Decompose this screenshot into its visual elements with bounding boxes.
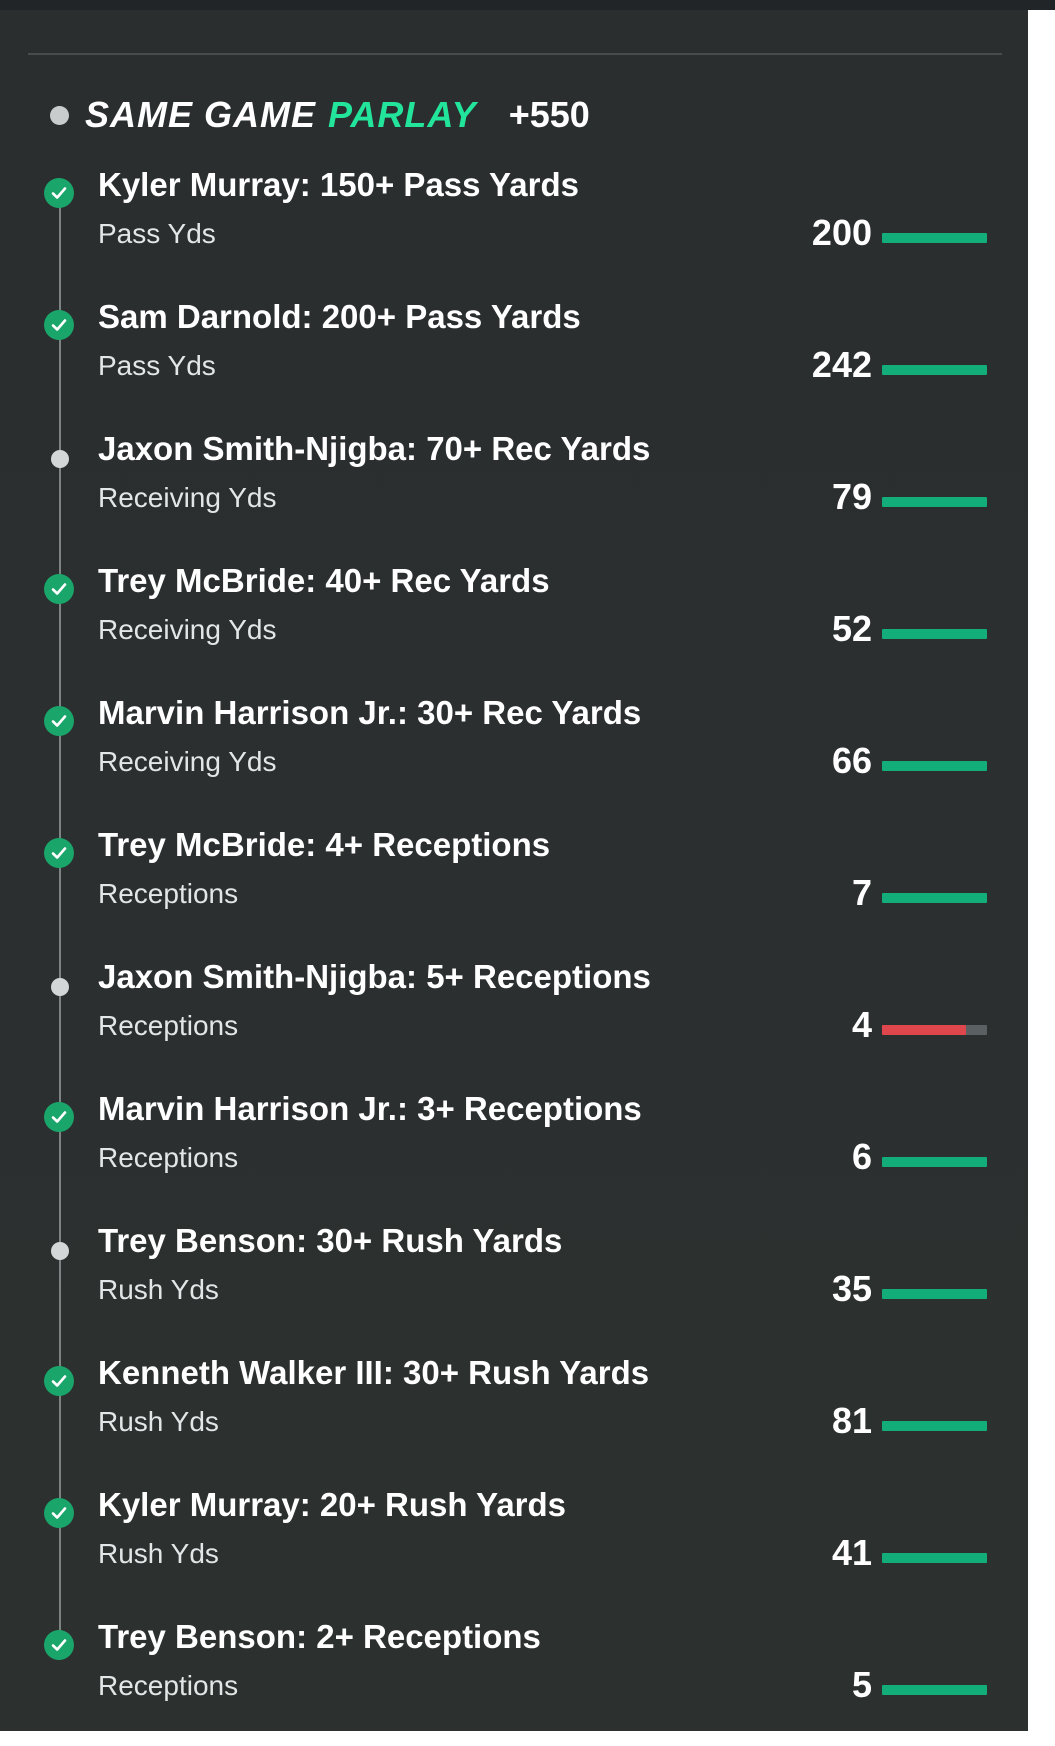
leg-stat-label: Receptions (98, 878, 239, 909)
leg-stat-label: Receiving Yds (98, 482, 277, 513)
parlay-card: SAME GAME PARLAY +550 Kyler Murray: 150+… (0, 10, 1028, 1731)
parlay-odds: +550 (508, 94, 590, 135)
progress-bar-fill (882, 365, 987, 375)
leg-current-value: 41 (831, 1532, 872, 1573)
timeline-line (59, 192, 61, 1647)
progress-bar-fill (882, 497, 987, 507)
progress-bar-fill (882, 233, 987, 243)
progress-bar-fill (882, 761, 987, 771)
leg-item[interactable]: Trey McBride: 40+ Rec Yards Receiving Yds… (0, 558, 1028, 690)
leg-current-value: 200 (811, 212, 872, 253)
divider (28, 53, 1002, 55)
progress-bar (882, 1289, 987, 1299)
progress-bar-fill (882, 1025, 966, 1035)
progress-bar (882, 761, 987, 771)
pending-dot-icon (51, 1242, 69, 1260)
leg-item[interactable]: Trey McBride: 4+ Receptions Receptions 7 (0, 822, 1028, 954)
check-circle-icon (44, 1498, 74, 1528)
parlay-title-parlay: PARLAY (328, 94, 477, 135)
leg-item[interactable]: Kyler Murray: 20+ Rush Yards Rush Yds 41 (0, 1482, 1028, 1614)
pending-dot-icon (51, 450, 69, 468)
progress-bar (882, 893, 987, 903)
leg-stat-label: Pass Yds (98, 218, 216, 249)
progress-bar-fill (882, 893, 987, 903)
leg-item[interactable]: Kenneth Walker III: 30+ Rush Yards Rush Y… (0, 1350, 1028, 1482)
parlay-header: SAME GAME PARLAY +550 (50, 90, 590, 140)
top-strip (0, 0, 1055, 10)
leg-stat-label: Pass Yds (98, 350, 216, 381)
leg-title: Trey McBride: 40+ Rec Yards (98, 562, 550, 599)
pending-dot-icon (51, 978, 69, 996)
leg-item[interactable]: Trey Benson: 2+ Receptions Receptions 5 (0, 1614, 1028, 1746)
progress-bar (882, 1421, 987, 1431)
progress-bar (882, 233, 987, 243)
leg-title: Marvin Harrison Jr.: 30+ Rec Yards (98, 694, 642, 731)
leg-title: Sam Darnold: 200+ Pass Yards (98, 298, 581, 335)
parlay-title-same-game: SAME GAME (85, 94, 317, 135)
leg-item[interactable]: Jaxon Smith-Njigba: 70+ Rec Yards Receivi… (0, 426, 1028, 558)
progress-bar-fill (882, 1289, 987, 1299)
progress-bar-fill (882, 1157, 987, 1167)
leg-item[interactable]: Kyler Murray: 150+ Pass Yards Pass Yds 200 (0, 162, 1028, 294)
check-circle-icon (44, 1630, 74, 1660)
leg-current-value: 4 (851, 1004, 872, 1045)
progress-bar-fill (882, 629, 987, 639)
check-circle-icon (44, 1366, 74, 1396)
leg-stat-label: Receiving Yds (98, 614, 277, 645)
leg-title: Marvin Harrison Jr.: 3+ Receptions (98, 1090, 642, 1127)
leg-current-value: 81 (831, 1400, 872, 1441)
leg-item[interactable]: Marvin Harrison Jr.: 30+ Rec Yards Receiv… (0, 690, 1028, 822)
leg-title: Kenneth Walker III: 30+ Rush Yards (98, 1354, 650, 1391)
leg-item[interactable]: Trey Benson: 30+ Rush Yards Rush Yds 35 (0, 1218, 1028, 1350)
leg-stat-label: Receiving Yds (98, 746, 277, 777)
leg-title: Trey McBride: 4+ Receptions (98, 826, 551, 863)
progress-bar (882, 1025, 987, 1035)
leg-stat-label: Receptions (98, 1670, 239, 1701)
leg-current-value: 66 (831, 740, 872, 781)
leg-title: Trey Benson: 2+ Receptions (98, 1618, 541, 1655)
progress-bar (882, 1553, 987, 1563)
check-circle-icon (44, 178, 74, 208)
leg-current-value: 35 (831, 1268, 872, 1309)
leg-current-value: 242 (811, 344, 872, 385)
check-circle-icon (44, 310, 74, 340)
progress-bar (882, 365, 987, 375)
check-circle-icon (44, 574, 74, 604)
progress-bar (882, 497, 987, 507)
progress-bar (882, 1157, 987, 1167)
progress-bar (882, 1685, 987, 1695)
check-circle-icon (44, 1102, 74, 1132)
progress-bar-fill (882, 1553, 987, 1563)
leg-item[interactable]: Marvin Harrison Jr.: 3+ Receptions Recept… (0, 1086, 1028, 1218)
leg-item[interactable]: Jaxon Smith-Njigba: 5+ Receptions Recepti… (0, 954, 1028, 1086)
leg-stat-label: Rush Yds (98, 1406, 219, 1437)
leg-item[interactable]: Sam Darnold: 200+ Pass Yards Pass Yds 242 (0, 294, 1028, 426)
progress-bar-fill (882, 1421, 987, 1431)
leg-current-value: 6 (851, 1136, 872, 1177)
leg-stat-label: Receptions (98, 1142, 239, 1173)
leg-title: Kyler Murray: 20+ Rush Yards (98, 1486, 567, 1523)
check-circle-icon (44, 838, 74, 868)
leg-current-value: 5 (851, 1664, 872, 1705)
status-dot-icon (50, 105, 69, 125)
leg-current-value: 52 (831, 608, 872, 649)
leg-current-value: 7 (851, 872, 872, 913)
leg-stat-label: Rush Yds (98, 1538, 219, 1569)
leg-stat-label: Rush Yds (98, 1274, 219, 1305)
leg-title: Kyler Murray: 150+ Pass Yards (98, 166, 579, 203)
leg-title: Jaxon Smith-Njigba: 5+ Receptions (98, 958, 651, 995)
progress-bar-fill (882, 1685, 987, 1695)
leg-title: Trey Benson: 30+ Rush Yards (98, 1222, 563, 1259)
leg-current-value: 79 (831, 476, 872, 517)
check-circle-icon (44, 706, 74, 736)
leg-stat-label: Receptions (98, 1010, 239, 1041)
progress-bar (882, 629, 987, 639)
leg-title: Jaxon Smith-Njigba: 70+ Rec Yards (98, 430, 651, 467)
